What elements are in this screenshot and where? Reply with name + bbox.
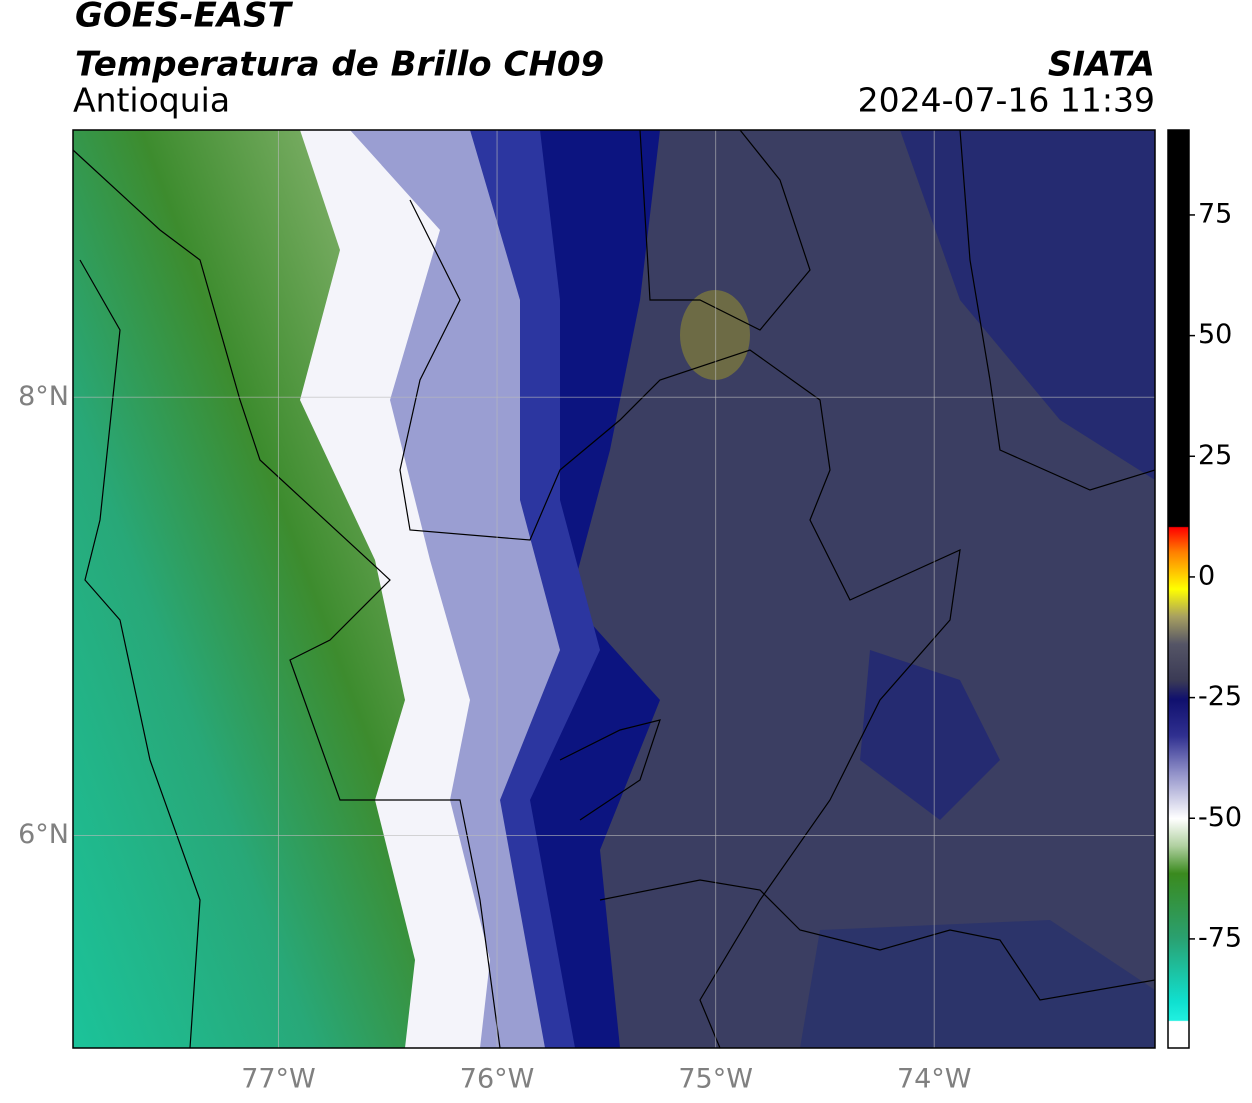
graticule [73,130,1155,1048]
lon-tick-label: 75°W [678,1064,753,1095]
colorbar [1167,129,1190,1049]
colorbar-tick-label: -50 [1198,802,1242,833]
lon-tick-label: 76°W [460,1064,535,1095]
subtitle: Temperatura de Brillo CH09 [75,45,604,85]
lon-tick-label: 74°W [897,1064,972,1095]
lon-tick-label: 77°W [241,1064,316,1095]
colorbar-tick-label: -75 [1198,922,1242,953]
source: SIATA [1048,45,1155,85]
region: Antioquia [73,81,230,120]
colorbar-tick-label: 75 [1198,198,1232,229]
lat-tick-label: 6°N [18,819,69,850]
satellite-image [73,130,1155,1048]
datetime: 2024-07-16 11:39 [858,81,1155,120]
colorbar-tick-label: -25 [1198,681,1242,712]
colorbar-tick-label: 50 [1198,319,1232,350]
lat-tick-label: 8°N [18,381,69,412]
colorbar-tick-label: 0 [1198,560,1215,591]
map-frame [72,129,1156,1049]
title: GOES-EAST [75,0,294,36]
colorbar-tick-label: 25 [1198,440,1232,471]
